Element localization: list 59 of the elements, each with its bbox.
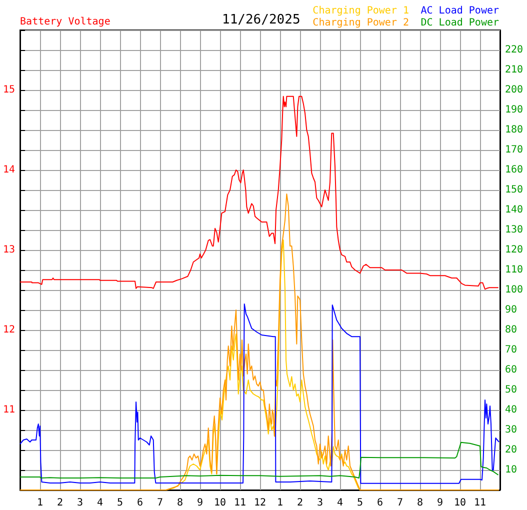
y2-tick-label: 180 (505, 124, 524, 136)
y2-tick-label: 150 (505, 184, 524, 196)
y2-tick-label: 220 (505, 44, 524, 56)
text: DC Load Power (420, 18, 500, 28)
x-tick-label: 2 (57, 498, 64, 508)
line-series (20, 96, 499, 290)
x-tick-label: 12 (254, 498, 266, 508)
x-tick-label: 4 (337, 498, 344, 508)
x-tick-label: 10 (454, 498, 466, 508)
y2-tick-label: 40 (505, 404, 518, 416)
x-tick-label: 11 (234, 498, 246, 508)
y2-tick-label: 120 (505, 244, 524, 256)
y2-tick-label: 80 (505, 324, 518, 336)
y2-tick-label: 70 (505, 344, 518, 356)
y2-tick-label: 60 (505, 364, 518, 376)
x-tick-label: 11 (474, 498, 486, 508)
x-tick-label: 5 (117, 498, 124, 508)
x-tick-label: 3 (317, 498, 324, 508)
x-tick-label: 4 (97, 498, 104, 508)
y-tick-label: 12 (2, 324, 16, 336)
x-tick-label: 9 (197, 498, 204, 508)
y-tick-label: 14 (2, 164, 16, 176)
text: Charging Power 2 (312, 18, 409, 28)
y2-tick-label: 50 (505, 384, 518, 396)
y-axis-title: Battery Voltage (20, 16, 110, 28)
text: Charging Power 1 (312, 6, 409, 16)
y2-tick-label: 160 (505, 164, 524, 176)
x-tick-label: 6 (376, 498, 384, 508)
x-tick-label: 2 (297, 498, 304, 508)
x-tick-label: 7 (396, 498, 404, 508)
y2-tick-label: 20 (505, 444, 518, 456)
y-tick-label: 15 (2, 84, 16, 96)
x-tick-label: 5 (356, 498, 364, 508)
x-tick-label: 3 (77, 498, 84, 508)
x-tick-label: 8 (416, 498, 424, 508)
line-series (20, 442, 499, 478)
y2-tick-label: 190 (505, 104, 524, 116)
y2-tick-label: 110 (505, 264, 524, 276)
x-tick-label: 8 (177, 498, 184, 508)
y2-tick-label: 170 (505, 144, 524, 156)
y2-tick-label: 130 (505, 224, 524, 236)
y2-tick-label: 210 (505, 64, 524, 76)
x-tick-label: 10 (214, 498, 226, 508)
text: AC Load Power (420, 6, 500, 16)
x-tick-label: 6 (137, 498, 144, 508)
x-tick-label: 7 (157, 498, 164, 508)
y2-tick-label: 10 (505, 464, 518, 476)
x-tick-label: 1 (277, 498, 284, 508)
y2-tick-label: 100 (505, 284, 524, 296)
line-series (20, 304, 500, 484)
y-tick-label: 11 (2, 404, 16, 416)
x-tick-label: 1 (37, 498, 44, 508)
chart-title: 11/26/2025 (222, 12, 300, 28)
y2-tick-label: 140 (505, 204, 524, 216)
y2-tick-label: 30 (505, 424, 518, 436)
y2-tick-label: 90 (505, 304, 518, 316)
y-tick-label: 13 (2, 244, 16, 256)
y2-tick-label: 200 (505, 84, 524, 96)
x-tick-label: 9 (436, 498, 444, 508)
